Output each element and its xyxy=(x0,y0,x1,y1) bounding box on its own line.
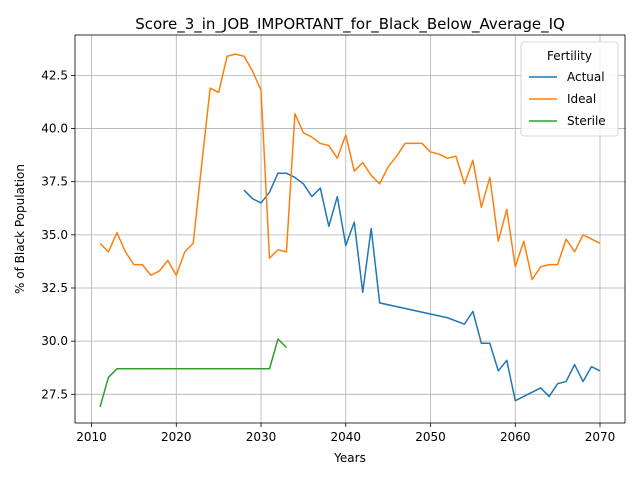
legend-label-ideal: Ideal xyxy=(567,92,596,106)
x-tick-label: 2060 xyxy=(500,430,531,444)
legend-title: Fertility xyxy=(547,49,592,63)
series-line-sterile xyxy=(99,338,287,408)
legend-label-actual: Actual xyxy=(567,70,605,84)
y-tick-label: 42.5 xyxy=(41,68,68,82)
x-tick-label: 2030 xyxy=(246,430,277,444)
x-tick-label: 2050 xyxy=(415,430,446,444)
x-axis: 2010 2020 2030 2040 2050 2060 2070 xyxy=(76,423,615,444)
plot-frame xyxy=(74,34,626,424)
y-tick-label: 40.0 xyxy=(41,122,68,136)
y-tick-label: 32.5 xyxy=(41,281,68,295)
x-tick-label: 2010 xyxy=(76,430,107,444)
legend-items: Actual Ideal Sterile xyxy=(529,70,606,128)
y-tick-label: 37.5 xyxy=(41,175,68,189)
y-axis: 27.5 30.0 32.5 35.0 37.5 40.0 42.5 xyxy=(41,68,75,401)
y-tick-label: 27.5 xyxy=(41,387,68,401)
x-axis-label: Years xyxy=(333,451,366,465)
chart-title: Score_3_in_JOB_IMPORTANT_for_Black_Below… xyxy=(135,15,565,34)
x-tick-label: 2040 xyxy=(330,430,361,444)
x-tick-label: 2020 xyxy=(161,430,192,444)
y-tick-label: 30.0 xyxy=(41,334,68,348)
series-line-actual xyxy=(243,172,601,402)
series-line-ideal xyxy=(99,53,601,281)
legend-label-sterile: Sterile xyxy=(567,114,606,128)
legend: Fertility Actual Ideal Sterile xyxy=(520,41,619,137)
series-layer xyxy=(99,53,601,408)
legend-box xyxy=(520,41,619,137)
y-tick-label: 35.0 xyxy=(41,228,68,242)
y-axis-label: % of Black Population xyxy=(13,164,27,294)
x-tick-label: 2070 xyxy=(585,430,616,444)
